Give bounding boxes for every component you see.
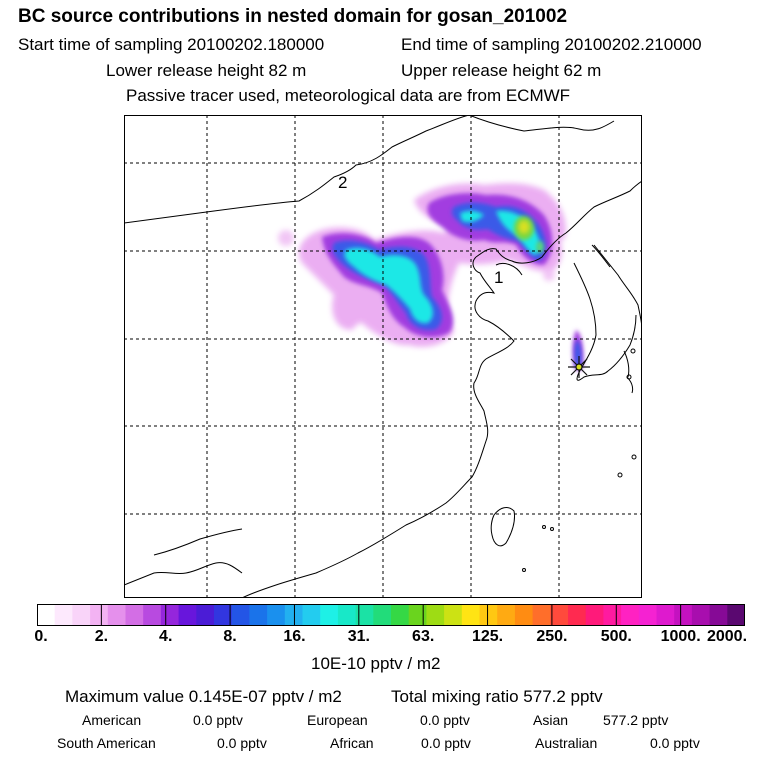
colorbar-tick-label: 2000. (706, 628, 748, 645)
australian-label: Australian (535, 735, 598, 751)
total-mixing-ratio: Total mixing ratio 577.2 pptv (391, 687, 603, 706)
colorbar-swatch (444, 604, 463, 626)
max-value-row: Maximum value 0.145E-07 pptv / m2 Total … (65, 687, 603, 707)
colorbar-swatch (373, 604, 392, 626)
colorbar-swatch (337, 604, 357, 626)
colorbar-swatch (267, 604, 286, 626)
colorbar-swatch (709, 604, 728, 626)
colorbar-swatch (656, 604, 675, 626)
footprint-map: 2 1 (124, 115, 642, 598)
colorbar-tick-label: 8. (223, 628, 237, 645)
colorbar-swatch (532, 604, 551, 626)
colorbar-swatch (160, 604, 180, 626)
colorbar-swatch (550, 604, 569, 626)
lower-release-height: Lower release height 82 m (106, 61, 307, 80)
upper-release-height: Upper release height 62 m (401, 61, 602, 80)
colorbar-swatch (727, 604, 745, 626)
colorbar (37, 604, 745, 626)
colorbar-swatch (479, 604, 498, 626)
american-label: American (82, 712, 142, 728)
colorbar-tick-label: 125. (471, 628, 504, 645)
colorbar-swatch (621, 604, 640, 626)
colorbar-tick-label: 16. (283, 628, 306, 645)
south-american-value: 0.0 pptv (217, 735, 267, 751)
australian-value: 0.0 pptv (650, 735, 700, 751)
asian-label: Asian (533, 712, 569, 728)
colorbar-swatch (585, 604, 604, 626)
colorbar-swatch (355, 604, 374, 626)
african-value: 0.0 pptv (421, 735, 471, 751)
colorbar-swatch (603, 604, 622, 626)
colorbar-swatch (178, 604, 197, 626)
colorbar-swatch (408, 604, 427, 626)
colorbar-swatch (90, 604, 109, 626)
colorbar-swatch (196, 604, 215, 626)
colorbar-swatch (284, 604, 303, 626)
colorbar-swatch (568, 604, 587, 626)
plume-hotspot (514, 216, 544, 253)
colorbar-swatch (54, 604, 73, 626)
european-value: 0.0 pptv (420, 712, 470, 728)
south-american-label: South American (57, 735, 156, 751)
coastlines (124, 115, 642, 598)
colorbar-swatch (302, 604, 321, 626)
figure-title: BC source contributions in nested domain… (18, 6, 568, 27)
start-time: Start time of sampling 20100202.180000 (18, 35, 325, 54)
colorbar-swatch (37, 604, 56, 626)
tracer-note: Passive tracer used, meteorological data… (126, 86, 571, 105)
colorbar-tick-label: 2. (94, 628, 109, 645)
european-label: European (307, 712, 368, 728)
colorbar-swatch (231, 604, 250, 626)
end-time: End time of sampling 20100202.210000 (401, 35, 702, 54)
colorbar-swatch (426, 604, 445, 626)
colorbar-swatch (674, 604, 693, 626)
colorbar-swatch (497, 604, 516, 626)
colorbar-tick-label: 1000. (660, 628, 701, 645)
graticule (124, 115, 642, 598)
colorbar-swatch (691, 604, 711, 626)
plume-mid (322, 193, 584, 371)
colorbar-swatch (214, 604, 233, 626)
colorbar-swatch (391, 604, 410, 626)
colorbar-units: 10E-10 pptv / m2 (311, 654, 441, 673)
african-label: African (330, 735, 374, 751)
colorbar-swatch (125, 604, 144, 626)
colorbar-swatch (638, 604, 657, 626)
colorbar-tick-label: 4. (159, 628, 173, 645)
colorbar-ticks: 0. 2. 4. 8. 16. 31. 63. 125. 250. 500. 1000. 2000. (0, 628, 768, 650)
colorbar-swatch (461, 604, 480, 626)
colorbar-tick-label: 500. (600, 628, 632, 645)
colorbar-swatch (143, 604, 162, 626)
colorbar-swatch (514, 604, 534, 626)
colorbar-swatch (320, 604, 339, 626)
colorbar-border (37, 604, 745, 626)
colorbar-tick-label: 0. (34, 628, 48, 645)
colorbar-swatch (249, 604, 268, 626)
colorbar-tick-label: 63. (412, 628, 435, 645)
colorbar-tick-label: 250. (536, 628, 568, 645)
american-value: 0.0 pptv (193, 712, 243, 728)
colorbar-tick-label: 31. (347, 628, 370, 645)
colorbar-swatch (72, 604, 91, 626)
region-label-2: 2 (338, 173, 347, 192)
colorbar-swatch (107, 604, 126, 626)
region-label-1: 1 (494, 268, 503, 287)
asian-value: 577.2 pptv (603, 712, 669, 728)
star-marker-icon (568, 356, 590, 378)
max-value: Maximum value 0.145E-07 pptv / m2 (65, 687, 342, 706)
